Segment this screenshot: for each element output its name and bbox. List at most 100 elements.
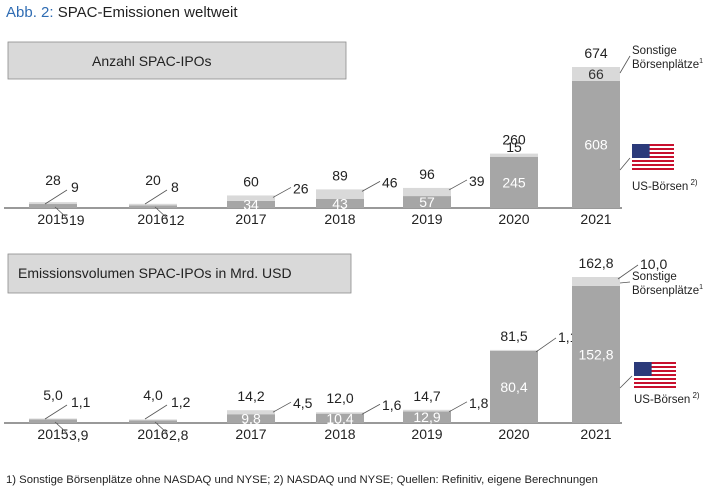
panel2-legend-us-leader <box>619 375 633 389</box>
panel2-bar-other-2015 <box>29 418 77 420</box>
flag-stripe <box>634 364 676 366</box>
panel2-label-us-2017: 9,8 <box>241 411 261 427</box>
panel1-tick-2016: 2016 <box>137 211 168 227</box>
panel2-total-2021: 162,8 <box>578 255 613 271</box>
panel1-legend-other-label: Sonstige Börsenplätze1 <box>632 45 703 71</box>
panel1-leader-other-2018 <box>361 181 381 192</box>
panel2-label-us-2021: 152,8 <box>578 346 613 362</box>
panel2-label-us-2020: 80,4 <box>500 379 527 395</box>
panel2-bar-us-2016 <box>129 420 177 423</box>
panel2-label-other-2019: 1,8 <box>469 395 489 411</box>
flag-stripe <box>632 158 674 160</box>
panel1-bar-us-2015 <box>29 204 77 208</box>
panel1-tick-2019: 2019 <box>411 211 442 227</box>
flag-stripe <box>634 374 676 376</box>
panel2-bar-us-2015 <box>29 419 77 423</box>
panel2-tick-2016: 2016 <box>137 426 168 442</box>
panel1-leader-us-2016 <box>154 206 168 219</box>
panel1-us-flag-icon <box>632 144 674 170</box>
panel2-tick-2021: 2021 <box>580 426 611 442</box>
flag-stripe <box>634 386 676 388</box>
flag-canton <box>632 144 650 158</box>
panel2-label-other-2017: 4,5 <box>293 395 313 411</box>
panel1-bar-other-2015 <box>29 202 77 205</box>
panel1-legend-other-mark: 1 <box>699 58 703 65</box>
panel1-label-us-2016: 12 <box>169 212 185 228</box>
panel1-leader-us-2015 <box>54 206 68 219</box>
panel2-label-us-2015: 3,9 <box>69 427 89 443</box>
panel2-tick-2019: 2019 <box>411 426 442 442</box>
flag-stripe <box>632 146 674 148</box>
panel1-label-us-2020: 245 <box>502 174 526 190</box>
panel1-bar-us-2021 <box>572 80 620 208</box>
flag-stripe <box>632 150 674 152</box>
panel2-label-other-2018: 1,6 <box>382 397 402 413</box>
panel2-bar-us-2020 <box>490 350 538 423</box>
panel1-label-us-2017: 34 <box>243 196 259 212</box>
panel1-label-us-2018: 43 <box>332 196 348 212</box>
panel1-label-other-2015: 9 <box>71 179 79 195</box>
panel1-bar-other-2020 <box>490 153 538 157</box>
panel1-legend-other-line1: Sonstige <box>632 45 677 57</box>
panel2-total-2018: 12,0 <box>326 390 353 406</box>
panel1-total-2020: 260 <box>502 132 526 148</box>
panel1-label-us-2015: 19 <box>69 212 85 228</box>
panel2-legend-other-label: Sonstige Börsenplätze1 <box>632 271 703 297</box>
panel2-label-us-2018: 10,4 <box>326 410 353 426</box>
panel1-bar-us-2017 <box>227 200 275 208</box>
panel1-bar-other-2018 <box>316 189 364 200</box>
panel1-total-2018: 89 <box>332 167 348 183</box>
flag-stripe <box>634 368 676 370</box>
panel1-bar-us-2018 <box>316 199 364 208</box>
panel2-tick-2020: 2020 <box>498 426 529 442</box>
panel2-bar-us-2021 <box>572 285 620 423</box>
flag-stripe <box>632 162 674 164</box>
panel2-label-other-2021: 10,0 <box>640 256 667 272</box>
panel2-leader-other-2016 <box>144 404 168 420</box>
panel2-total-2017: 14,2 <box>237 388 264 404</box>
flag-stripe <box>632 154 674 156</box>
panel2-us-flag-icon <box>634 362 676 388</box>
panel2-label-other-2016: 1,2 <box>171 394 191 410</box>
panel2-legend-other-leader <box>619 281 631 284</box>
panel1-label-other-2021: 66 <box>588 66 604 82</box>
panel1-title: Anzahl SPAC-IPOs <box>92 53 212 69</box>
panel2-bar-us-2018 <box>316 413 364 423</box>
flag-stripe <box>634 384 676 386</box>
panel1-label-other-2020: 15 <box>506 139 522 155</box>
panel2-tick-2018: 2018 <box>324 426 355 442</box>
panel2-leader-other-2019 <box>448 401 468 413</box>
panel1-total-2016: 20 <box>145 172 161 188</box>
panel1-total-2017: 60 <box>243 173 259 189</box>
panel2-title-box <box>7 253 352 294</box>
panel2-label-other-2015: 1,1 <box>71 394 91 410</box>
panel2-leader-other-2017 <box>272 401 292 413</box>
flag-stripe <box>632 144 674 146</box>
panel1-label-other-2018: 46 <box>382 174 398 190</box>
panel1-leader-other-2019 <box>448 179 468 191</box>
panel2-tick-2017: 2017 <box>235 426 266 442</box>
panel2-leader-other-2018 <box>361 403 381 415</box>
panel1-label-other-2017: 26 <box>293 180 309 196</box>
panel1-tick-2017: 2017 <box>235 211 266 227</box>
flag-stripe <box>632 160 674 162</box>
panel2-bar-us-2017 <box>227 414 275 423</box>
flag-stripe <box>632 164 674 166</box>
panel1-label-us-2021: 608 <box>584 136 608 152</box>
panel2-bar-other-2018 <box>316 412 364 414</box>
panel1-legend-other-line2: Börsenplätze <box>632 59 699 71</box>
panel2-total-2016: 4,0 <box>143 387 163 403</box>
panel2-bar-other-2016 <box>129 419 177 421</box>
panel2-legend-other-line2: Börsenplätze <box>632 285 699 297</box>
flag-stripe <box>632 148 674 150</box>
panel2-leader-other-2021 <box>617 264 639 280</box>
panel1-title-box <box>7 41 347 80</box>
flag-stripe <box>632 168 674 170</box>
panel2-legend-other-mark: 1 <box>699 284 703 291</box>
panel2-total-2015: 5,0 <box>43 387 63 403</box>
panel2-bar-us-2019 <box>403 411 451 423</box>
flag-stripe <box>634 362 676 364</box>
figure-footnote: 1) Sonstige Börsenplätze ohne NASDAQ und… <box>6 474 598 486</box>
panel2-bar-other-2019 <box>403 409 451 412</box>
panel1-bar-us-2016 <box>129 205 177 208</box>
